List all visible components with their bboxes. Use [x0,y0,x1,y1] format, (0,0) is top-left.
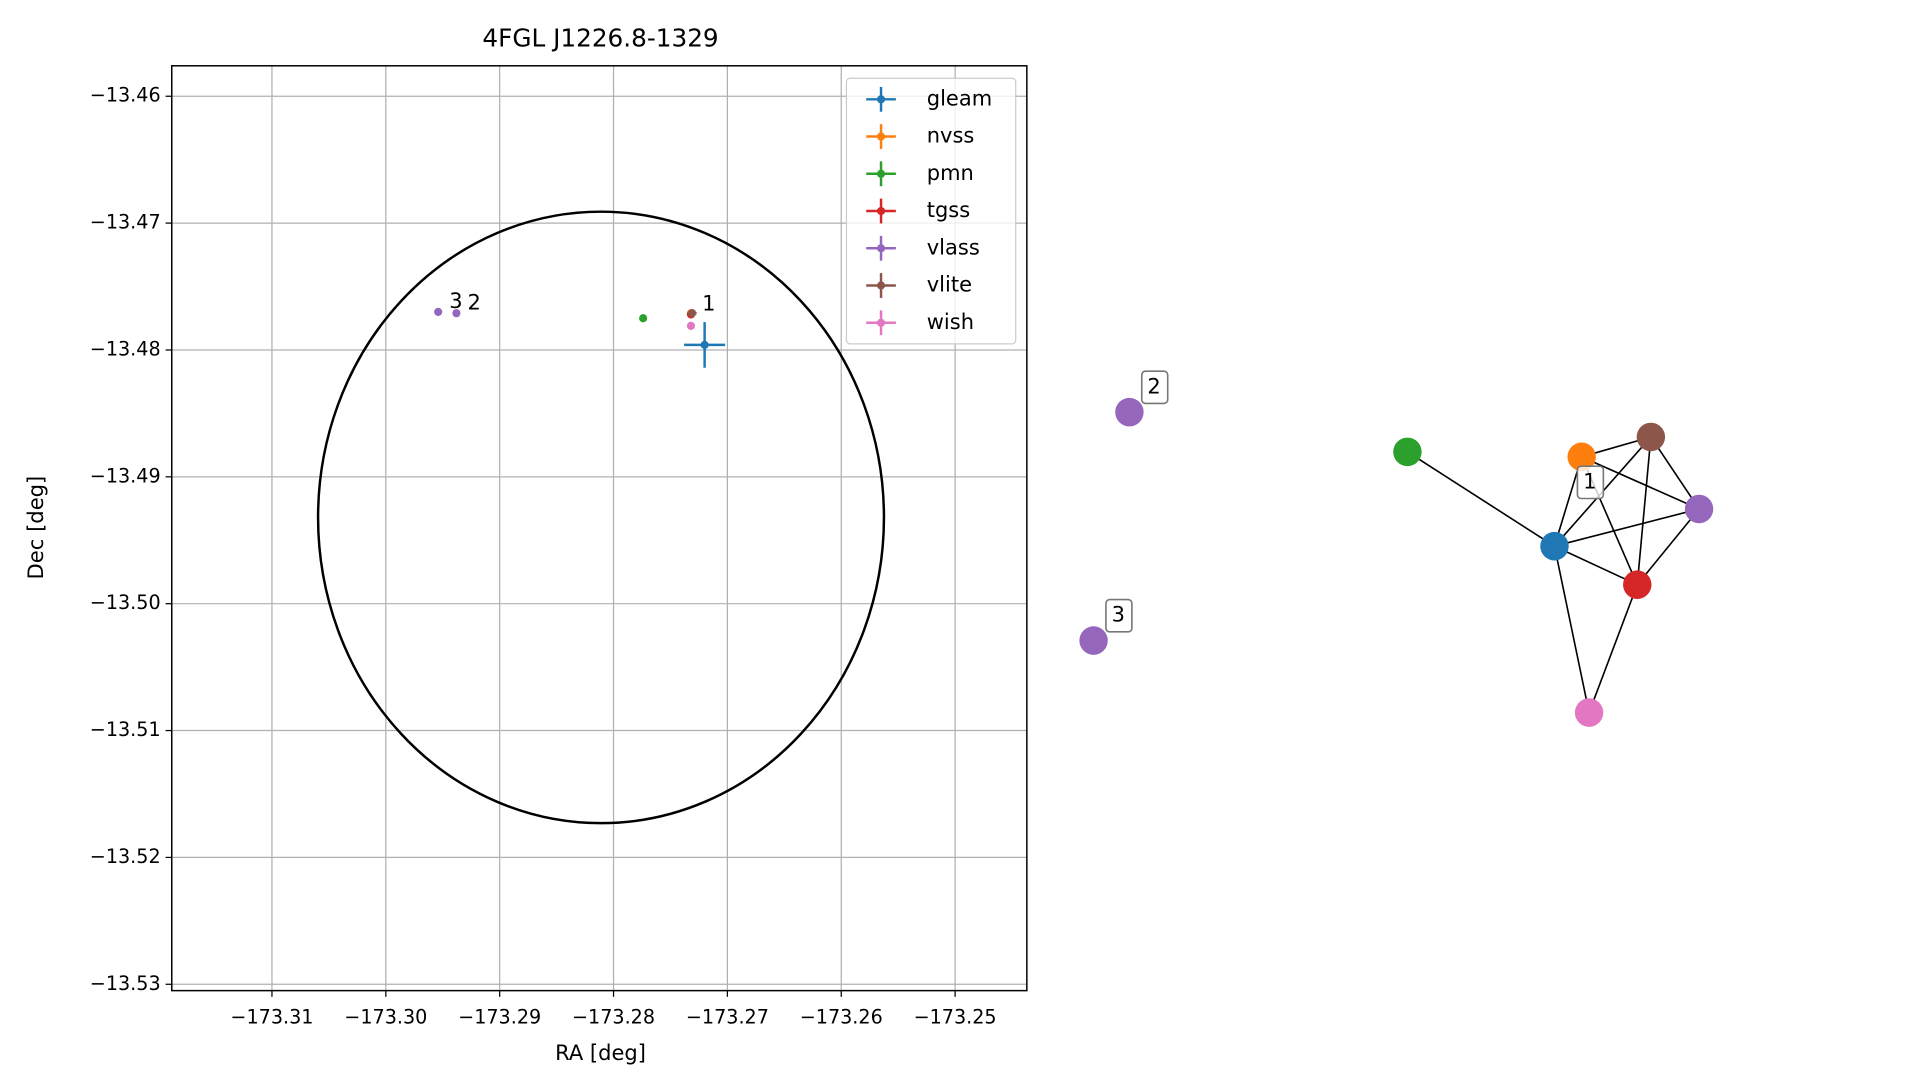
legend-marker [876,244,886,253]
node [1574,698,1604,727]
edge [1650,436,1700,510]
y-tick-label: −13.48 [90,337,161,360]
label-box [1576,465,1605,500]
node [1636,422,1666,452]
legend-marker [876,95,886,104]
x-tick-label: −173.25 [914,1005,997,1028]
legend-box [845,77,1017,345]
legend-label: nvss [927,123,975,148]
legend-label: vlass [927,234,980,259]
edge [1554,508,1700,547]
node [1393,437,1422,467]
edge [1406,451,1555,547]
edge [1553,546,1590,713]
node [1684,494,1714,524]
x-tick-label: −173.31 [230,1005,313,1028]
point [452,309,461,318]
legend-label: tgss [927,197,970,222]
annotation: 3 [449,288,462,313]
label-box [1140,370,1169,405]
y-tick-label: −13.53 [90,972,161,995]
legend-label: pmn [927,160,974,185]
x-axis-label: RA [deg] [555,1040,646,1065]
node [1079,626,1108,655]
edge [1554,545,1638,586]
y-tick-label: −13.46 [90,84,161,107]
y-tick-label: −13.47 [90,211,161,234]
y-tick-label: −13.52 [90,845,161,868]
legend-label: gleam [927,85,992,110]
legend-marker [876,169,886,178]
node [1115,397,1144,427]
x-tick-label: −173.28 [572,1005,655,1028]
node-label: 3 [1112,602,1125,627]
node [1567,442,1596,472]
x-tick-label: −173.26 [800,1005,883,1028]
legend-marker [876,318,886,327]
point [434,307,443,317]
edge [1636,508,1700,586]
x-tick-label: −173.30 [344,1005,427,1028]
node [1540,531,1569,561]
label-box [1105,598,1133,633]
chart-title: 4FGL J1226.8-1329 [482,24,718,53]
legend-marker [876,132,886,141]
node [1623,570,1652,599]
node-label: 1 [1583,468,1596,493]
edge [1581,456,1700,510]
legend-marker [876,206,886,216]
point [700,340,709,349]
x-tick-label: −173.29 [458,1005,541,1028]
point [639,314,648,323]
plot-frame [171,65,1028,992]
y-tick-label: −13.51 [90,718,161,741]
y-axis-label: Dec [deg] [23,476,48,580]
y-tick-label: −13.50 [90,591,161,614]
point [688,309,697,318]
point [686,321,696,330]
annotation: 1 [702,290,715,315]
legend-marker [876,281,886,290]
legend-label: wish [927,309,974,334]
edge [1636,436,1652,585]
x-tick-label: −173.27 [686,1005,769,1028]
legend-label: vlite [927,271,972,296]
error-ellipse [316,210,886,825]
edge [1588,584,1639,713]
annotation: 2 [468,289,481,314]
node-label: 2 [1147,373,1160,398]
y-tick-label: −13.49 [90,464,161,487]
